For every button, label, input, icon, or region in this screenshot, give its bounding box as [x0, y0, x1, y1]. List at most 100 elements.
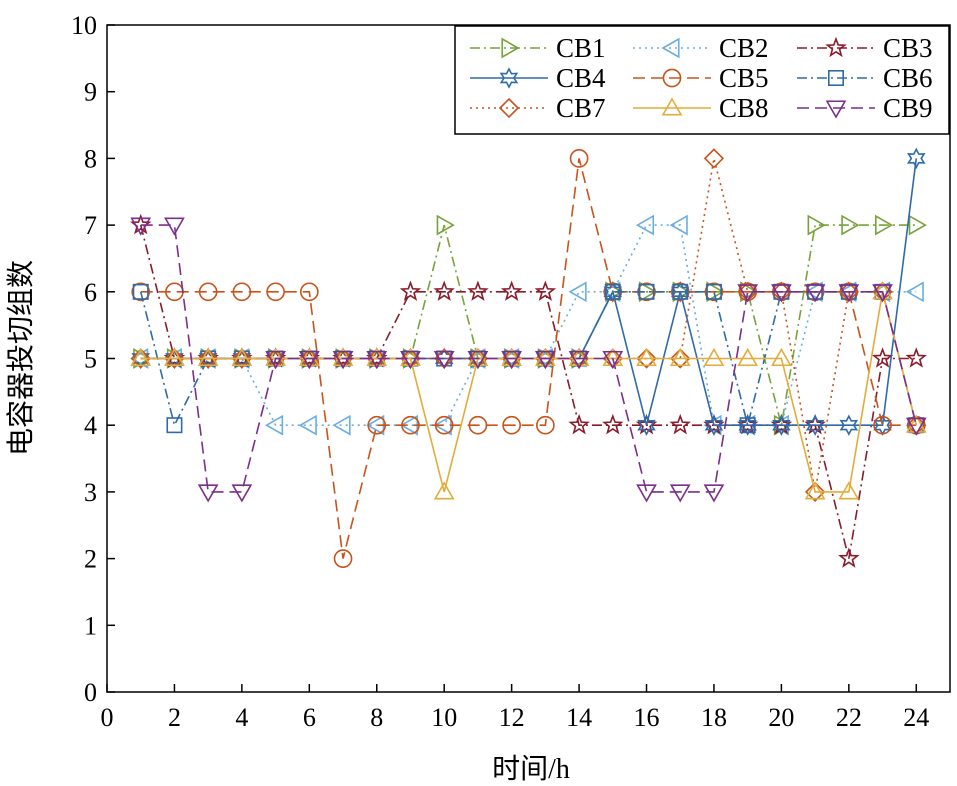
y-tick-label: 0: [84, 678, 97, 707]
data-point: [703, 148, 725, 169]
data-point: [198, 348, 219, 369]
data-point: [568, 413, 590, 435]
legend-item-cb7: CB7: [470, 93, 606, 123]
x-tick-label: 8: [370, 703, 383, 732]
data-point: [669, 413, 691, 435]
data-point: [873, 415, 892, 435]
data-point: [400, 350, 421, 370]
series-line: [140, 224, 917, 426]
data-point: [231, 348, 253, 369]
data-point: [703, 484, 725, 503]
legend-label: CB9: [883, 93, 933, 123]
data-point: [669, 484, 691, 503]
data-point: [299, 282, 319, 302]
data-point: [739, 417, 756, 434]
data-point: [906, 147, 926, 170]
data-point: [804, 284, 826, 303]
data-point: [704, 414, 724, 436]
data-point: [737, 284, 759, 303]
data-point: [366, 350, 388, 370]
y-tick-label: 8: [84, 144, 97, 173]
x-tick-label: 0: [101, 703, 114, 732]
legend-item-cb4: CB4: [470, 63, 606, 93]
data-point: [400, 347, 421, 367]
data-point: [401, 415, 420, 435]
legend-item-cb9: CB9: [797, 93, 933, 123]
y-tick-label: 7: [84, 211, 97, 240]
data-point: [231, 347, 253, 367]
data-point: [197, 484, 219, 503]
x-tick-label: 10: [431, 703, 457, 732]
data-point: [872, 284, 893, 303]
data-point: [604, 283, 621, 300]
data-point: [905, 414, 927, 433]
data-point: [871, 347, 894, 368]
x-tick-label: 24: [903, 703, 929, 732]
legend-item-cb3: CB3: [797, 33, 933, 63]
data-point: [568, 350, 590, 370]
data-point: [164, 347, 185, 367]
data-point: [131, 282, 151, 302]
data-point: [467, 347, 489, 367]
data-point: [132, 283, 149, 300]
data-point: [568, 281, 587, 303]
data-point: [265, 347, 286, 367]
legend-label: CB3: [883, 33, 933, 63]
data-point: [704, 282, 724, 302]
series-cb3: [129, 213, 928, 568]
data-point: [804, 481, 826, 503]
series-line: [140, 158, 918, 493]
y-tick-label: 6: [84, 278, 97, 307]
data-point: [838, 284, 860, 303]
data-point: [905, 417, 927, 436]
series-cb9: [130, 217, 927, 503]
data-point: [839, 414, 859, 436]
series-line: [140, 224, 917, 426]
data-point: [332, 347, 354, 367]
legend-marker: [662, 68, 682, 88]
data-point: [332, 350, 354, 370]
data-point: [436, 214, 455, 236]
y-tick-label: 9: [84, 78, 97, 107]
data-point: [133, 348, 152, 369]
data-point: [298, 414, 317, 436]
data-point: [536, 415, 555, 435]
series-layer: [129, 147, 928, 568]
data-point: [231, 484, 253, 503]
data-point: [636, 348, 657, 369]
data-point: [638, 283, 655, 300]
x-axis: 0 2 4 6 8 10 12 14 16 18 20 22 24: [101, 684, 929, 732]
data-point: [636, 347, 657, 367]
data-point: [705, 283, 722, 300]
series-line: [140, 291, 918, 493]
data-point: [166, 417, 183, 434]
legend-item-cb2: CB2: [633, 33, 769, 63]
series-cb8: [130, 281, 927, 500]
data-point: [468, 415, 488, 435]
data-point: [164, 217, 185, 236]
data-point: [534, 280, 557, 301]
data-point: [635, 214, 655, 236]
data-point: [130, 348, 151, 369]
data-point: [807, 214, 826, 236]
legend-label: CB8: [719, 93, 769, 123]
legend-label: CB5: [719, 63, 769, 93]
data-point: [164, 348, 185, 369]
y-tick-label: 3: [84, 478, 97, 507]
x-tick-label: 6: [303, 703, 316, 732]
legend-marker: [825, 36, 847, 58]
legend-label: CB4: [556, 63, 606, 93]
series-cb7: [130, 148, 927, 503]
data-point: [669, 214, 688, 236]
data-point: [232, 282, 252, 302]
data-point: [771, 284, 792, 303]
data-point: [266, 282, 285, 302]
x-tick-label: 4: [235, 703, 248, 732]
data-point: [198, 282, 218, 302]
data-point: [670, 348, 691, 369]
data-point: [737, 347, 759, 367]
data-point: [637, 414, 656, 436]
data-point: [672, 283, 689, 300]
data-point: [501, 347, 523, 367]
data-point: [670, 282, 690, 302]
